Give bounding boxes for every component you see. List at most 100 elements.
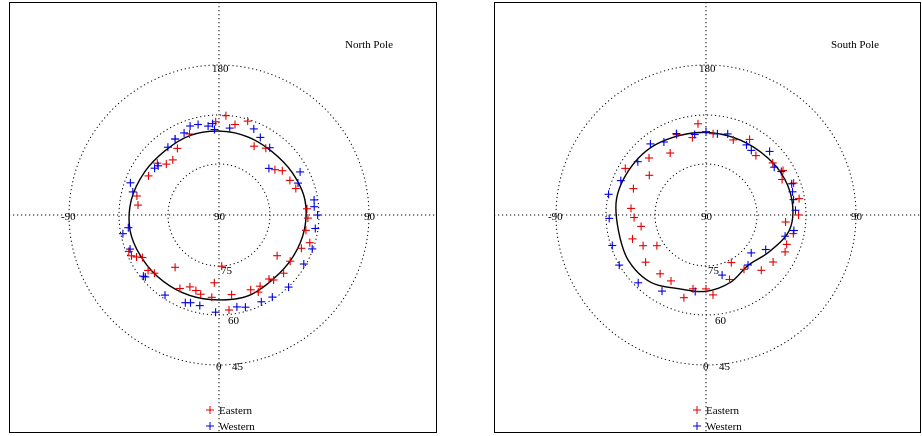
eastern-point xyxy=(278,166,287,175)
ring-75 xyxy=(167,163,271,267)
western-point xyxy=(124,223,133,232)
eastern-point xyxy=(729,135,738,144)
western-point xyxy=(264,164,273,173)
eastern-point xyxy=(789,179,798,188)
legend-marker-eastern xyxy=(693,406,701,414)
eastern-point xyxy=(303,204,311,213)
legend-label-western: Western xyxy=(706,421,742,433)
eastern-point xyxy=(627,204,635,213)
western-point xyxy=(126,178,135,187)
western-point xyxy=(742,140,751,149)
eastern-point xyxy=(666,149,675,157)
eastern-point xyxy=(794,211,803,219)
eastern-point xyxy=(645,171,654,180)
axis-label-center: 90 xyxy=(701,211,713,223)
ring-60 xyxy=(605,114,807,316)
western-point xyxy=(311,224,320,233)
western-point xyxy=(241,303,250,312)
western-point xyxy=(308,244,317,253)
eastern-point xyxy=(138,253,147,262)
data-marks xyxy=(604,119,804,302)
legend: Eastern Western xyxy=(206,405,255,433)
eastern-point xyxy=(207,293,216,302)
western-point xyxy=(646,139,655,148)
eastern-point xyxy=(286,257,295,266)
eastern-point xyxy=(621,164,630,173)
legend-marker-eastern xyxy=(206,406,214,414)
western-point xyxy=(744,261,752,269)
panel-frame xyxy=(494,2,921,433)
western-point xyxy=(658,287,666,296)
eastern-point xyxy=(144,171,153,180)
legend-label-western: Western xyxy=(219,421,255,433)
ring-label-45: 45 xyxy=(719,361,731,373)
western-point xyxy=(777,167,786,176)
eastern-point xyxy=(652,241,661,250)
south-pole-panel: 180 -90 90 90 0 75 60 45 South Pole East… xyxy=(494,2,921,433)
eastern-point xyxy=(265,275,273,283)
western-point xyxy=(154,161,163,170)
western-point xyxy=(608,241,617,250)
eastern-point xyxy=(250,142,259,151)
legend-label-eastern: Eastern xyxy=(706,405,739,417)
western-point xyxy=(265,143,274,152)
panel-title: North Pole xyxy=(345,39,393,51)
western-point xyxy=(299,260,308,268)
western-point xyxy=(616,176,625,185)
western-point xyxy=(604,190,613,199)
eastern-point xyxy=(745,135,754,144)
axis-label-top: 180 xyxy=(212,63,229,75)
eastern-point xyxy=(769,258,778,266)
western-point xyxy=(765,147,774,156)
eastern-point xyxy=(291,184,300,193)
western-point xyxy=(672,129,681,138)
panel-frame xyxy=(9,2,437,433)
eastern-point xyxy=(227,290,236,299)
eastern-point xyxy=(297,244,306,253)
eastern-point xyxy=(667,276,675,285)
eastern-point xyxy=(740,265,748,274)
legend-marker-western xyxy=(693,422,701,430)
western-point xyxy=(180,128,189,137)
western-point xyxy=(128,187,137,196)
eastern-point xyxy=(225,306,233,314)
eastern-point xyxy=(628,234,637,243)
western-point xyxy=(249,124,258,133)
eastern-point xyxy=(285,176,294,185)
western-point xyxy=(204,122,213,131)
eastern-point xyxy=(256,282,265,291)
eastern-point xyxy=(645,154,653,162)
western-point xyxy=(186,298,195,307)
western-point xyxy=(791,206,800,215)
legend-marker-western xyxy=(206,422,214,430)
western-point xyxy=(723,129,732,138)
western-point xyxy=(615,261,624,270)
ring-label-60: 60 xyxy=(715,315,727,327)
ring-label-75: 75 xyxy=(221,265,233,277)
eastern-point xyxy=(173,144,182,153)
western-point xyxy=(690,130,699,139)
western-point xyxy=(268,293,277,302)
eastern-point xyxy=(196,290,205,299)
western-point xyxy=(284,283,293,292)
western-point xyxy=(761,245,770,254)
western-point xyxy=(634,278,643,287)
eastern-point xyxy=(132,192,141,200)
eastern-point xyxy=(231,120,239,129)
eastern-point xyxy=(168,155,177,164)
western-point xyxy=(161,291,169,300)
north-pole-panel: 180 -90 90 90 0 75 60 45 North Pole East… xyxy=(9,2,437,433)
eastern-point xyxy=(795,194,804,203)
axis-label-right: 90 xyxy=(851,211,863,223)
western-point xyxy=(747,146,756,155)
western-point xyxy=(195,301,204,310)
western-point xyxy=(126,245,135,254)
western-point xyxy=(310,195,319,204)
eastern-point xyxy=(273,251,282,260)
western-point xyxy=(691,287,700,296)
panel-title: South Pole xyxy=(831,39,879,51)
western-point xyxy=(633,157,642,166)
eastern-point xyxy=(779,166,787,175)
eastern-point xyxy=(144,266,153,275)
